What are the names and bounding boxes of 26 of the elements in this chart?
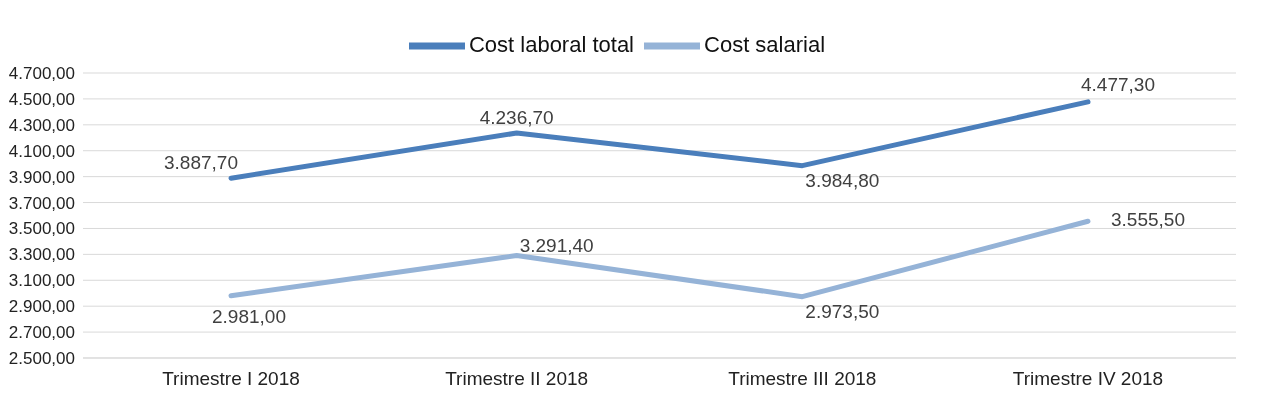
y-tick-label: 4.300,00 bbox=[8, 115, 75, 135]
data-label: 2.973,50 bbox=[805, 300, 880, 322]
y-tick-label: 2.700,00 bbox=[8, 323, 75, 343]
data-label: 2.981,00 bbox=[212, 305, 286, 327]
data-label: 3.291,40 bbox=[519, 235, 594, 257]
legend-label: Cost salarial bbox=[704, 31, 826, 57]
y-tick-label: 3.500,00 bbox=[8, 219, 75, 239]
x-tick-label: Trimestre I 2018 bbox=[162, 368, 300, 390]
x-tick-label: Trimestre III 2018 bbox=[728, 368, 877, 390]
y-tick-label: 2.900,00 bbox=[8, 297, 75, 317]
data-label: 4.236,70 bbox=[479, 107, 554, 129]
y-tick-label: 4.500,00 bbox=[8, 89, 75, 109]
data-label: 3.887,70 bbox=[164, 152, 238, 174]
y-tick-label: 3.300,00 bbox=[8, 245, 75, 265]
y-tick-label: 3.700,00 bbox=[8, 193, 75, 213]
data-label: 3.984,80 bbox=[805, 169, 880, 191]
y-tick-label: 3.900,00 bbox=[8, 167, 75, 187]
data-label: 3.555,50 bbox=[1111, 209, 1185, 231]
data-label: 4.477,30 bbox=[1081, 73, 1155, 95]
y-tick-label: 4.100,00 bbox=[8, 141, 75, 161]
x-tick-label: Trimestre II 2018 bbox=[445, 368, 589, 390]
y-tick-label: 4.700,00 bbox=[8, 64, 75, 84]
legend-label: Cost laboral total bbox=[468, 31, 635, 57]
x-tick-label: Trimestre IV 2018 bbox=[1012, 368, 1164, 390]
y-tick-label: 3.100,00 bbox=[8, 271, 75, 291]
y-tick-label: 2.500,00 bbox=[8, 349, 75, 369]
